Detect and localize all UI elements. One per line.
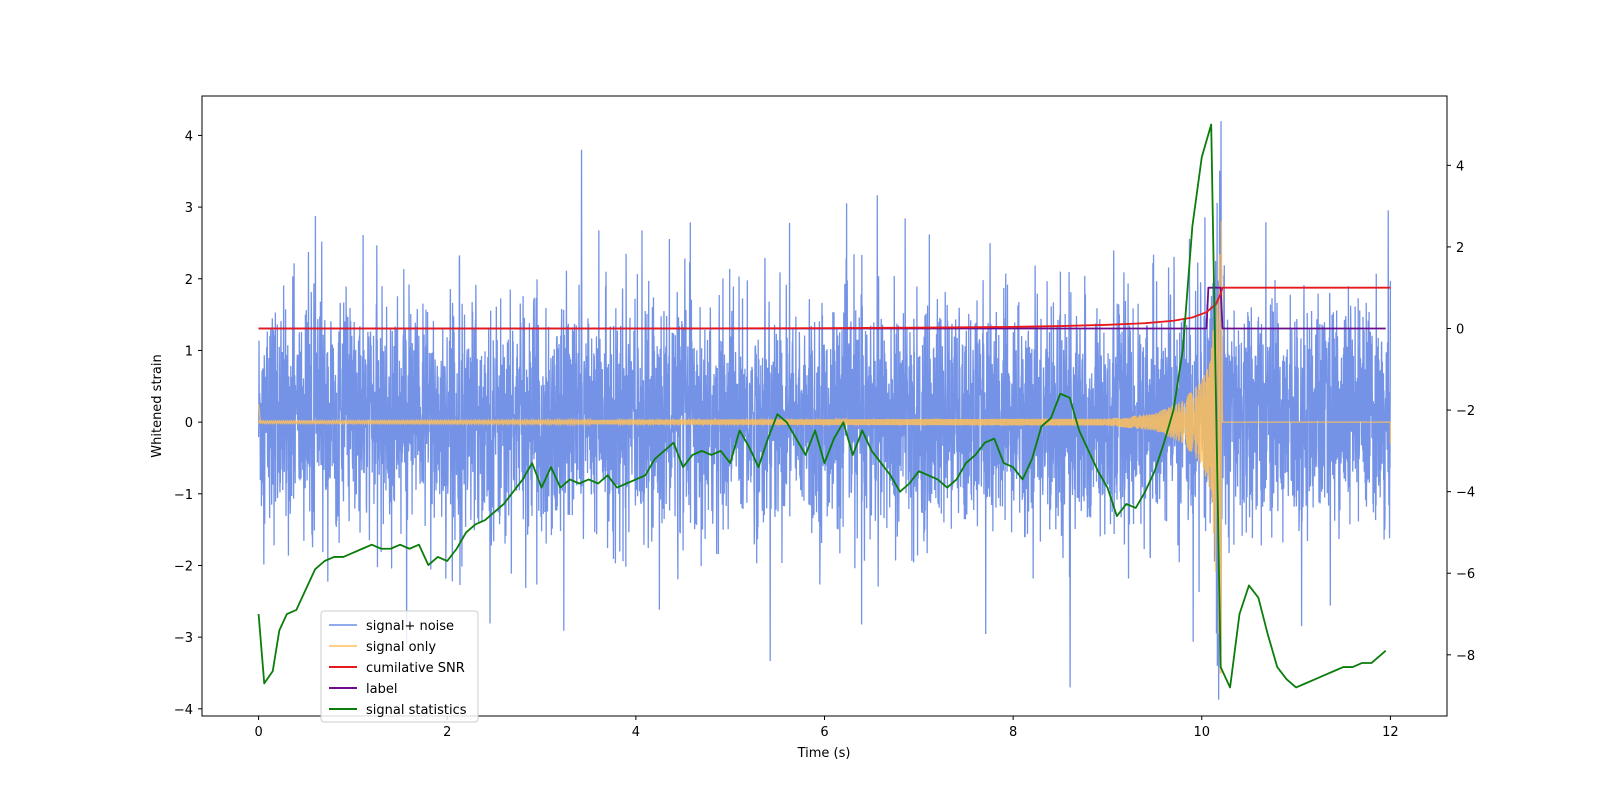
y2-tick-label: 0 — [1456, 323, 1464, 338]
x-tick-label: 8 — [1009, 725, 1017, 740]
y-tick-label: −2 — [174, 559, 193, 574]
y2-tick-label: 4 — [1456, 159, 1464, 174]
series-signal-only — [257, 220, 1392, 674]
legend-label-signal-statistics: signal statistics — [366, 703, 467, 718]
y-tick-label: 3 — [185, 201, 193, 216]
y2-tick-label: −6 — [1456, 567, 1475, 582]
series-cumulative-snr — [258, 286, 1391, 330]
y-tick-label: −3 — [174, 631, 193, 646]
x-axis-label: Time (s) — [797, 746, 851, 761]
y-axis-ticks: −4 −3 −2 −1 0 1 2 3 4 — [174, 129, 202, 718]
series-signal-statistics — [257, 123, 1387, 689]
y2-axis-ticks: −8 −6 −4 −2 0 2 4 — [1447, 159, 1475, 664]
y-tick-label: 0 — [185, 416, 193, 431]
y2-tick-label: 2 — [1456, 241, 1464, 256]
x-tick-label: 6 — [820, 725, 828, 740]
legend: signal+ noise signal only cumilative SNR… — [320, 610, 479, 723]
series-layer — [257, 121, 1392, 700]
y-tick-label: −1 — [174, 488, 193, 503]
x-tick-label: 10 — [1193, 725, 1210, 740]
legend-label-label: label — [366, 682, 397, 697]
y-tick-label: 2 — [185, 273, 193, 288]
x-tick-label: 4 — [632, 725, 640, 740]
y-axis-label: Whitened strain — [150, 354, 165, 457]
y-tick-label: 1 — [185, 344, 193, 359]
legend-label-signal-noise: signal+ noise — [366, 619, 454, 634]
x-tick-label: 12 — [1382, 725, 1399, 740]
x-tick-label: 0 — [254, 725, 262, 740]
y2-tick-label: −4 — [1456, 486, 1475, 501]
y-tick-label: −4 — [174, 703, 193, 718]
x-tick-label: 2 — [443, 725, 451, 740]
y2-tick-label: −2 — [1456, 404, 1475, 419]
series-signal-noise — [257, 121, 1392, 700]
legend-box — [320, 610, 479, 723]
legend-label-cumulative-snr: cumilative SNR — [366, 661, 465, 676]
legend-label-signal-only: signal only — [366, 640, 436, 655]
y2-tick-label: −8 — [1456, 649, 1475, 664]
y-tick-label: 4 — [185, 129, 193, 144]
